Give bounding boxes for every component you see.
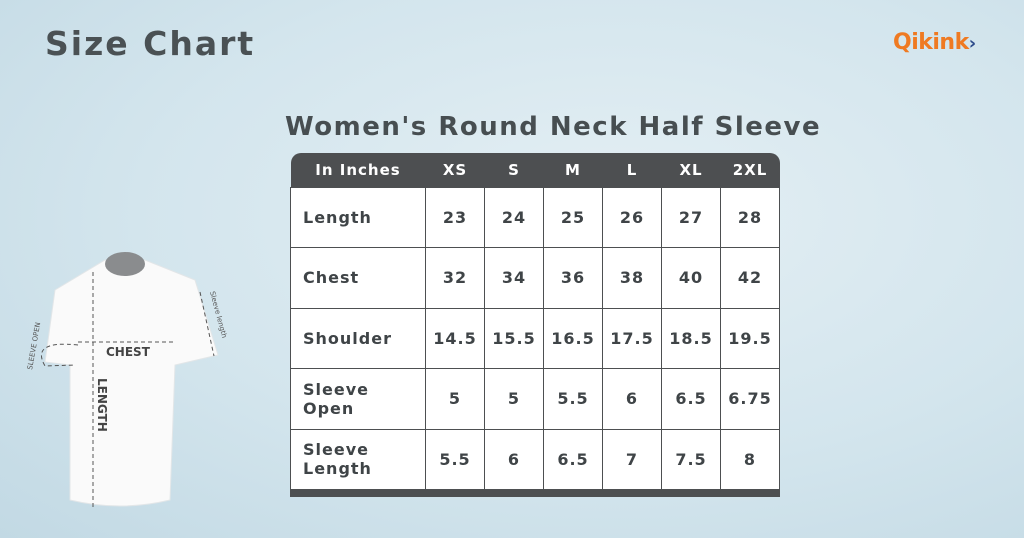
chest-label: CHEST — [106, 345, 151, 359]
table-cell: 16.5 — [543, 307, 603, 369]
table-cell: 17.5 — [602, 307, 662, 369]
chevron-right-icon: › — [968, 33, 976, 54]
table-cell: 6 — [484, 428, 544, 490]
sleeve-open-label: SLEEVE OPEN — [26, 322, 42, 371]
table-cell: 25 — [543, 186, 603, 248]
table-cell: 6.75 — [720, 368, 780, 430]
table-cell: 34 — [484, 247, 544, 309]
row-label: Chest — [290, 247, 426, 309]
table-cell: 32 — [425, 247, 485, 309]
row-label: Sleeve Length — [290, 428, 426, 490]
chart-subtitle: Women's Round Neck Half Sleeve — [285, 112, 822, 142]
table-row: Shoulder 14.5 15.5 16.5 17.5 18.5 19.5 — [290, 307, 780, 369]
table-cell: 6.5 — [543, 428, 603, 490]
table-cell: 28 — [720, 186, 780, 248]
table-cell: 7 — [602, 428, 662, 490]
table-row: Sleeve Length 5.5 6 6.5 7 7.5 8 — [290, 428, 780, 490]
table-cell: 15.5 — [484, 307, 544, 369]
table-cell: 23 — [425, 186, 485, 248]
table-cell: 8 — [720, 428, 780, 490]
column-header: In Inches — [315, 160, 401, 179]
table-cell: 27 — [661, 186, 721, 248]
row-label: Length — [290, 186, 426, 248]
table-row: Chest 32 34 36 38 40 42 — [290, 247, 780, 309]
tshirt-diagram: CHEST LENGTH SLEEVE OPEN Sleeve length — [26, 252, 228, 508]
column-header: S — [508, 160, 520, 179]
row-label: Shoulder — [290, 307, 426, 369]
table-row: Length 23 24 25 26 27 28 — [290, 186, 780, 248]
table-cell: 6 — [602, 368, 662, 430]
table-cell: 6.5 — [661, 368, 721, 430]
table-cell: 5.5 — [425, 428, 485, 490]
column-header: M — [565, 160, 581, 179]
table-cell: 5 — [484, 368, 544, 430]
column-header: XL — [679, 160, 703, 179]
neck — [105, 252, 145, 276]
page-title: Size Chart — [45, 24, 256, 63]
length-label: LENGTH — [95, 378, 109, 432]
column-header: L — [626, 160, 638, 179]
table-cell: 26 — [602, 186, 662, 248]
column-header: XS — [442, 160, 468, 179]
table-cell: 40 — [661, 247, 721, 309]
table-cell: 5.5 — [543, 368, 603, 430]
table-cell: 42 — [720, 247, 780, 309]
table-cell: 38 — [602, 247, 662, 309]
table-cell: 24 — [484, 186, 544, 248]
table-cell: 14.5 — [425, 307, 485, 369]
table-cell: 5 — [425, 368, 485, 430]
table-cell: 7.5 — [661, 428, 721, 490]
sleeve-open-arrow — [40, 343, 79, 367]
table-cell: 18.5 — [661, 307, 721, 369]
brand-logo: Qikink› — [893, 30, 976, 55]
table-cell: 19.5 — [720, 307, 780, 369]
table-cell: 36 — [543, 247, 603, 309]
table-header: In Inches XS S M L XL 2XL — [290, 153, 780, 187]
table-footer-bar — [290, 489, 780, 497]
table-row: Sleeve Open 5 5 5.5 6 6.5 6.75 — [290, 368, 780, 430]
row-label: Sleeve Open — [290, 368, 426, 430]
size-table: In Inches XS S M L XL 2XL Length 23 24 25 26… — [290, 153, 780, 490]
column-header: 2XL — [732, 160, 768, 179]
sleeve-length-arrow — [199, 291, 215, 357]
